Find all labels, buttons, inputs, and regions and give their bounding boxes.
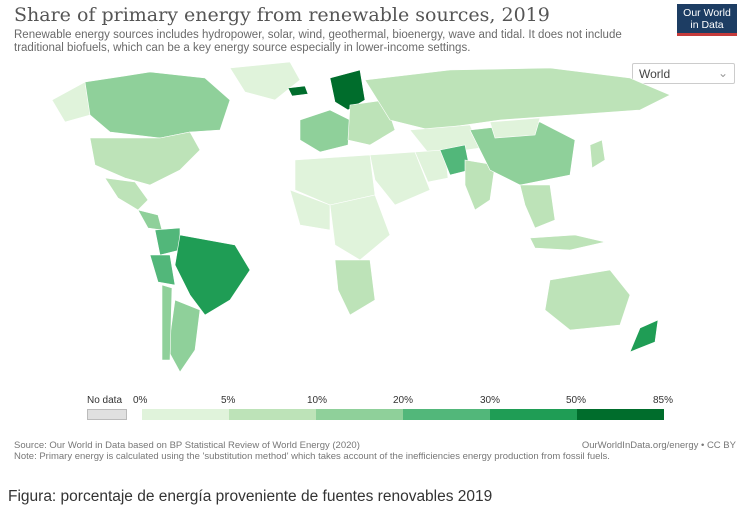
- chevron-down-icon: ⌄: [717, 66, 728, 80]
- legend-tick-2: 10%: [307, 395, 328, 406]
- legend-tick-1: 5%: [221, 395, 236, 406]
- legend-tick-0: 0%: [133, 395, 148, 406]
- legend-tick-6: 85%: [653, 395, 674, 406]
- legend-bin-0-5[interactable]: [142, 409, 229, 420]
- legend-bin-30-50[interactable]: [490, 409, 577, 420]
- map-country-middle-east[interactable]: [369, 151, 431, 206]
- map-country-chile[interactable]: [161, 284, 173, 361]
- map-country-mongolia[interactable]: [489, 117, 541, 139]
- map-country-central-america[interactable]: [137, 209, 163, 231]
- map-country-mexico[interactable]: [104, 177, 149, 211]
- map-country-japan[interactable]: [589, 139, 606, 169]
- legend-bin-20-30[interactable]: [403, 409, 490, 420]
- chart-title: Share of primary energy from renewable s…: [14, 4, 550, 26]
- region-selector-value: World: [639, 67, 671, 81]
- region-selector[interactable]: World ⌄: [632, 63, 735, 84]
- map-country-central-africa[interactable]: [329, 194, 391, 261]
- legend-no-data-swatch[interactable]: [87, 409, 127, 420]
- footer-credit[interactable]: OurWorldInData.org/energy • CC BY: [581, 440, 736, 451]
- legend-bin-10-20[interactable]: [316, 409, 403, 420]
- map-country-argentina[interactable]: [167, 299, 201, 373]
- legend-bin-50-85[interactable]: [577, 409, 664, 420]
- logo-line-1: Our World: [683, 7, 731, 19]
- map-country-southeast-asia[interactable]: [519, 184, 556, 229]
- chart-subtitle: Renewable energy sources includes hydrop…: [14, 29, 622, 54]
- map-country-greenland[interactable]: [229, 61, 301, 101]
- world-map: [51, 61, 671, 373]
- logo-line-2: in Data: [690, 19, 724, 31]
- owid-logo[interactable]: Our World in Data: [677, 4, 737, 36]
- map-country-russia[interactable]: [364, 67, 671, 131]
- map-country-west-africa[interactable]: [289, 189, 331, 231]
- map-country-peru[interactable]: [149, 254, 176, 286]
- legend-bin-5-10[interactable]: [229, 409, 316, 420]
- map-country-southern-africa[interactable]: [334, 259, 376, 316]
- footer-note: Note: Primary energy is calculated using…: [14, 451, 610, 462]
- map-country-new-zealand[interactable]: [629, 319, 659, 353]
- map-country-iran[interactable]: [414, 149, 449, 183]
- map-country-usa[interactable]: [89, 131, 201, 186]
- footer-source: Source: Our World in Data based on BP St…: [14, 440, 360, 451]
- map-country-australia[interactable]: [544, 269, 631, 331]
- legend-no-data-label: No data: [87, 395, 123, 406]
- figure-caption: Figura: porcentaje de energía provenient…: [8, 488, 493, 505]
- map-country-western-europe[interactable]: [299, 109, 351, 153]
- footer-source-block: Source: Our World in Data based on BP St…: [14, 440, 610, 462]
- map-country-colombia[interactable]: [154, 227, 181, 256]
- legend-tick-5: 50%: [566, 395, 587, 406]
- legend-tick-4: 30%: [480, 395, 501, 406]
- map-country-iceland[interactable]: [287, 85, 309, 97]
- legend-tick-3: 20%: [393, 395, 414, 406]
- map-country-brazil[interactable]: [174, 234, 251, 316]
- map-country-canada[interactable]: [84, 71, 231, 139]
- map-country-indonesia[interactable]: [529, 234, 606, 251]
